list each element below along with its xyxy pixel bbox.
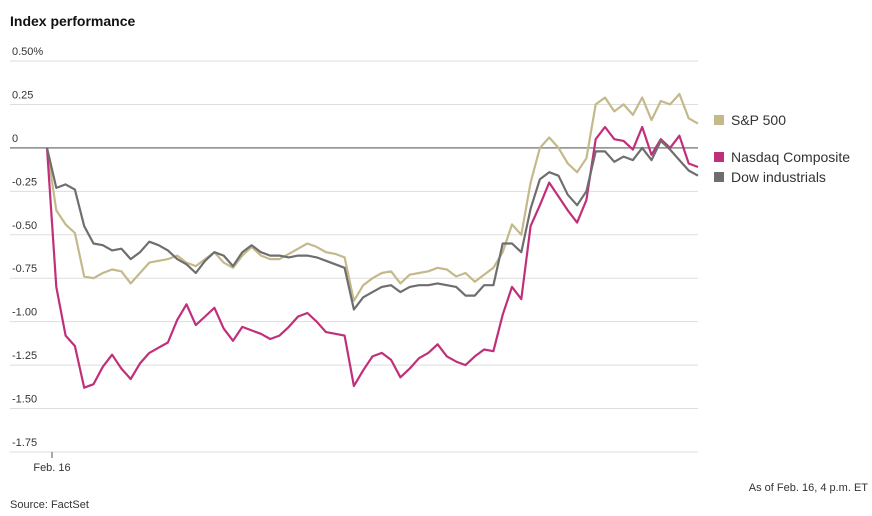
legend-swatch: [714, 172, 724, 182]
series-line: [45, 92, 699, 302]
legend-label: S&P 500: [731, 112, 786, 128]
chart-title: Index performance: [10, 13, 135, 29]
y-tick-label: 0.25: [12, 89, 33, 101]
legend-label: Dow industrials: [731, 169, 826, 185]
series-line: [45, 139, 699, 311]
legend-label: Nasdaq Composite: [731, 149, 850, 165]
y-tick-label: -0.75: [12, 263, 37, 275]
note: As of Feb. 16, 4 p.m. ET: [749, 482, 868, 494]
legend-swatch: [714, 115, 724, 125]
y-tick-label: 0: [12, 133, 18, 145]
y-tick-label: -1.25: [12, 350, 37, 362]
y-tick-label: -1.50: [12, 394, 37, 406]
y-tick-label: -1.00: [12, 307, 37, 319]
y-tick-label: -1.75: [12, 437, 37, 449]
series-line: [45, 125, 699, 389]
x-tick-label: Feb. 16: [33, 462, 70, 474]
legend-swatch: [714, 152, 724, 162]
y-tick-label: -0.25: [12, 176, 37, 188]
source: Source: FactSet: [10, 499, 89, 511]
y-tick-label: 0.50%: [12, 46, 43, 58]
y-tick-label: -0.50: [12, 220, 37, 232]
